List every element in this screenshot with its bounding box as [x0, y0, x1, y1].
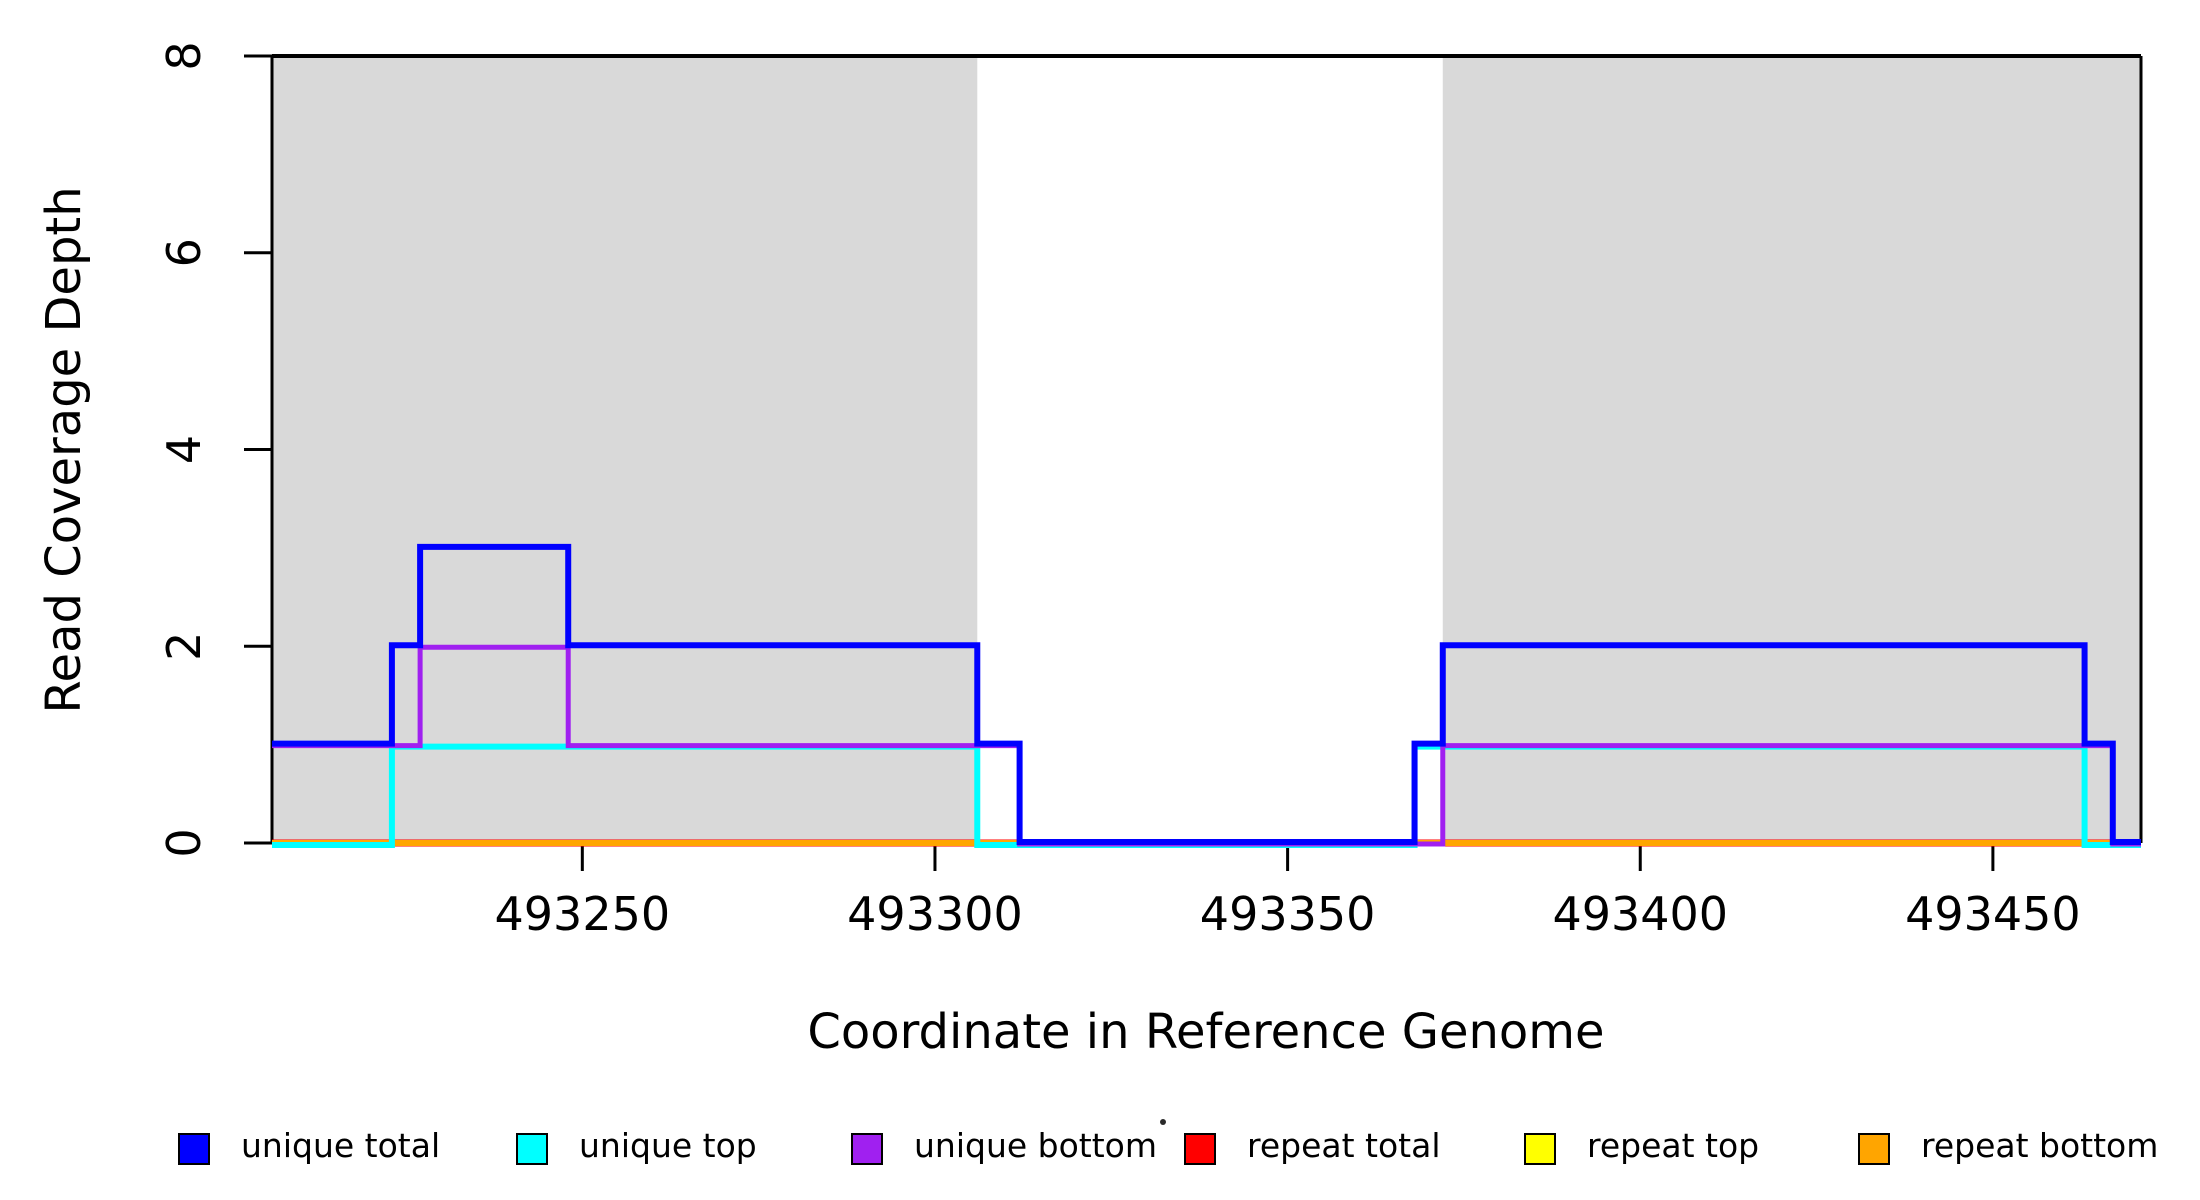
y-tick-label: 8: [157, 41, 211, 70]
x-tick-label: 493450: [1905, 887, 2081, 941]
x-tick-label: 493250: [495, 887, 671, 941]
x-tick-label: 493300: [847, 887, 1023, 941]
legend-swatch-unique-total: [178, 1133, 210, 1165]
x-tick-label: 493350: [1200, 887, 1376, 941]
y-axis-title: Read Coverage Depth: [36, 186, 92, 713]
y-tick-label: 2: [157, 632, 211, 661]
legend-swatch-repeat-bottom: [1858, 1133, 1890, 1165]
x-tick-labels: 493250 493300 493350 493400 493450: [495, 887, 2081, 941]
legend-swatch-repeat-top: [1524, 1133, 1556, 1165]
series-line-unique-total: [272, 543, 2141, 845]
legend-swatch-unique-bottom: [851, 1133, 883, 1165]
stray-mark: [1160, 1119, 1166, 1125]
legend-swatch-repeat-total: [1184, 1133, 1216, 1165]
x-axis-title: Coordinate in Reference Genome: [807, 1004, 1604, 1060]
legend-label-unique-total: unique total: [241, 1126, 440, 1165]
y-tick-labels: 0 2 4 6 8: [157, 41, 211, 857]
legend-label-repeat-top: repeat top: [1587, 1126, 1759, 1165]
shaded-region: [1442, 56, 2141, 843]
legend-swatch-unique-top: [516, 1133, 548, 1165]
legend-label-repeat-bottom: repeat bottom: [1921, 1126, 2158, 1165]
legend-label-repeat-total: repeat total: [1247, 1126, 1441, 1165]
legend: unique total unique top unique bottom repea…: [178, 1126, 2158, 1165]
series-lines: [272, 543, 2141, 848]
shaded-regions: [272, 56, 2141, 843]
x-tick-label: 493400: [1552, 887, 1728, 941]
legend-label-unique-top: unique top: [579, 1126, 757, 1165]
legend-label-unique-bottom: unique bottom: [914, 1126, 1157, 1165]
y-tick-label: 6: [157, 238, 211, 267]
shaded-region: [272, 56, 978, 843]
y-tick-label: 0: [157, 828, 211, 857]
y-tick-label: 4: [157, 435, 211, 464]
